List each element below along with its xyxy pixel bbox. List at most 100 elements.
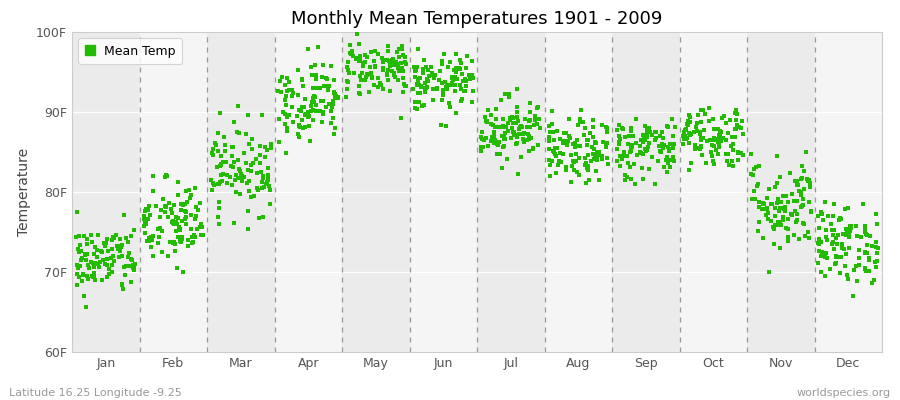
Point [356,60,371,66]
Point [668,124,682,130]
Point [518,116,532,122]
Point [181,236,195,243]
Point [761,210,776,216]
Point [500,128,515,134]
Point [589,168,603,174]
Point [785,191,799,198]
Point [522,136,536,142]
Point [302,114,316,120]
Point [370,84,384,91]
Point [211,129,225,136]
Point [507,120,521,126]
Point [770,180,785,186]
Point [418,84,432,91]
Point [146,252,160,259]
Point [261,174,275,180]
Point [381,67,395,74]
Point [162,239,176,246]
Point [588,152,602,158]
Point [702,118,716,124]
Point [623,164,637,170]
Point [824,221,838,228]
Point [570,168,584,175]
Point [72,233,86,239]
Point [112,235,127,242]
Point [814,239,828,246]
Point [323,108,338,114]
Point [386,56,400,62]
Point [453,82,467,88]
Point [412,99,427,106]
Point [571,122,585,128]
Point [724,142,738,149]
Point [781,238,796,244]
Point [138,213,152,220]
Point [183,195,197,201]
Point [851,262,866,269]
Point [84,232,98,238]
Point [785,211,799,218]
Point [727,110,742,117]
Point [662,141,677,148]
Point [74,247,88,254]
Point [237,150,251,156]
Point [643,129,657,135]
Point [612,139,626,145]
Point [550,128,564,134]
Point [214,161,229,167]
Point [101,248,115,254]
Point [303,138,318,145]
Point [509,104,524,110]
Point [546,137,561,143]
Point [316,62,330,68]
Point [710,126,724,132]
Point [496,123,510,130]
Point [694,136,708,143]
Point [736,152,751,158]
Point [516,136,530,142]
Point [791,182,806,188]
Point [339,94,354,100]
Point [286,119,301,126]
Point [556,130,571,136]
Point [796,202,810,208]
Point [788,207,803,214]
Point [274,74,289,80]
Point [248,192,262,199]
Point [395,52,410,58]
Point [234,178,248,184]
Point [832,217,846,223]
Point [459,83,473,89]
Point [694,143,708,150]
Point [487,135,501,141]
Point [747,188,761,195]
Point [173,238,187,244]
Point [862,254,877,261]
Point [151,226,166,232]
Point [123,232,138,239]
Point [833,254,848,260]
Point [355,70,369,76]
Point [196,232,211,238]
Bar [477,32,544,352]
Point [104,262,119,269]
Point [453,56,467,63]
Point [375,66,390,73]
Point [649,128,663,135]
Point [680,120,695,127]
Point [212,204,226,211]
Point [706,158,720,164]
Point [371,51,385,58]
Point [206,146,220,152]
Point [792,235,806,242]
Point [381,48,395,54]
Point [158,209,172,216]
Point [376,59,391,66]
Point [772,221,787,228]
Point [693,144,707,150]
Point [439,82,454,88]
Point [652,143,667,149]
Point [262,183,276,189]
Point [449,51,464,57]
Point [435,58,449,64]
